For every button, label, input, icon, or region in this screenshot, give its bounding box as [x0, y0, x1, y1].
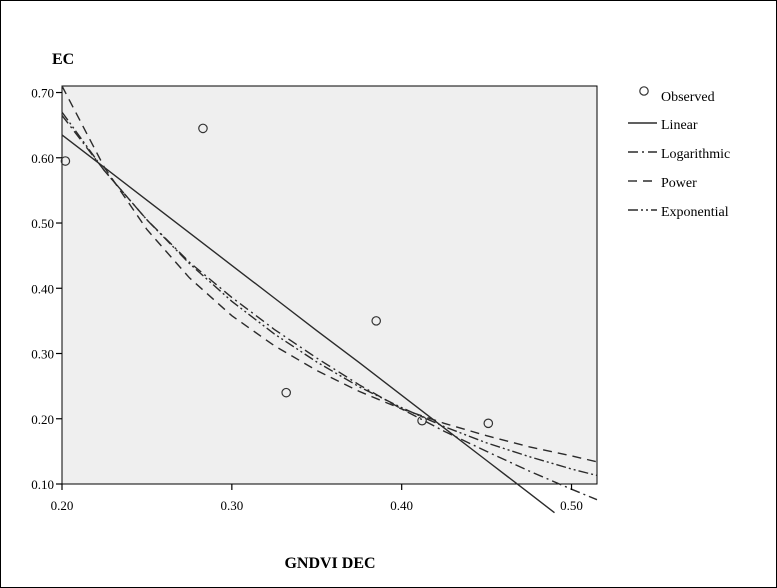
y-tick-label: 0.60: [31, 151, 54, 166]
x-tick-label: 0.30: [220, 498, 243, 513]
observed-point: [417, 415, 427, 426]
y-tick-label: 0.10: [31, 477, 54, 492]
y-tick-label: 0.30: [31, 347, 54, 362]
observed-points: [60, 123, 494, 429]
observed-point: [483, 418, 494, 429]
legend-marker-observed: [639, 86, 649, 96]
legend-label-linear: Linear: [661, 118, 698, 133]
fit-line-exponential: [61, 111, 598, 477]
legend-label-exponential: Exponential: [661, 205, 729, 220]
x-tick-label: 0.50: [560, 498, 583, 513]
legend-label-observed: Observed: [661, 90, 715, 105]
observed-point: [198, 123, 208, 134]
legend-label-logarithmic: Logarithmic: [661, 147, 730, 162]
observed-point: [281, 387, 291, 398]
x-axis-title: GNDVI DEC: [284, 555, 375, 572]
x-tick-label: 0.20: [51, 498, 74, 513]
fit-line-power: [61, 85, 598, 463]
y-tick-label: 0.40: [31, 281, 54, 296]
axes: 0.10 0.20 0.30 0.40 0.50 0.60 0.70 0.20 0.30 0.40…: [31, 86, 583, 513]
fit-line-linear: [61, 134, 555, 514]
observed-point: [371, 316, 382, 326]
legend: Observed Linear Logarithmic Power Exponentia…: [628, 86, 730, 220]
observed-point: [60, 156, 71, 166]
fit-lines: [61, 85, 598, 514]
x-tick-label: 0.40: [390, 498, 413, 513]
legend-label-power: Power: [661, 176, 697, 191]
plot-area: [61, 85, 598, 485]
y-tick-label: 0.50: [31, 216, 54, 231]
y-tick-label: 0.20: [31, 412, 54, 427]
y-tick-label: 0.70: [31, 86, 54, 101]
y-axis-title: EC: [52, 51, 74, 68]
